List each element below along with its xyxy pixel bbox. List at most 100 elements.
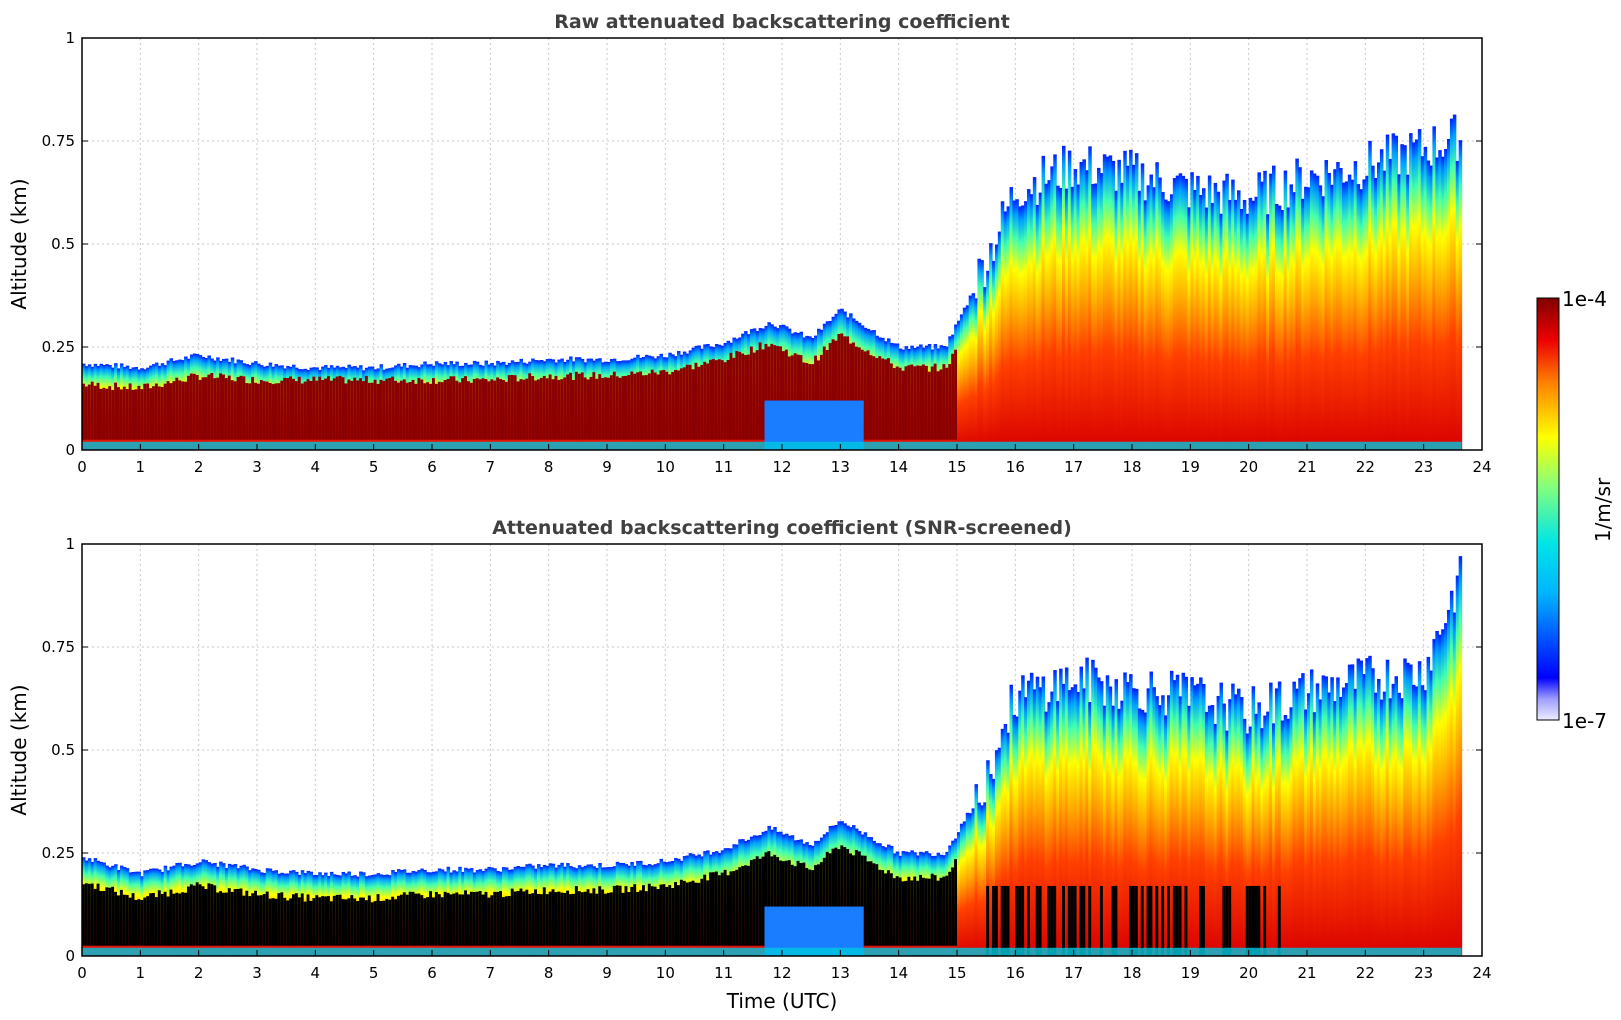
dense-layer xyxy=(609,375,614,440)
profile-column xyxy=(1327,692,1331,956)
dense-layer xyxy=(429,891,433,946)
profile-column xyxy=(1167,695,1171,956)
dense-layer xyxy=(612,885,617,946)
masked-region xyxy=(1015,885,1019,956)
profile-column xyxy=(1009,684,1014,956)
masked-region xyxy=(1021,885,1025,956)
dense-layer xyxy=(665,371,669,440)
profile-column xyxy=(1283,170,1288,450)
dense-layer xyxy=(207,374,211,440)
dense-layer xyxy=(192,373,197,440)
profile-column xyxy=(1169,670,1174,956)
profile-column xyxy=(1455,575,1460,956)
dense-layer xyxy=(889,873,894,946)
profile-column xyxy=(1315,175,1320,450)
dense-layer xyxy=(639,371,643,440)
profile-column xyxy=(1455,160,1460,450)
profile-column xyxy=(1210,202,1215,450)
dense-layer xyxy=(388,377,392,440)
profile-column xyxy=(1070,186,1075,450)
profile-column xyxy=(1149,174,1154,450)
dense-layer xyxy=(178,893,182,946)
dense-layer xyxy=(557,379,561,440)
profile-column xyxy=(1199,195,1203,450)
dense-layer xyxy=(945,367,949,440)
dense-layer xyxy=(682,367,687,440)
dense-layer xyxy=(207,883,211,946)
dense-layer xyxy=(286,900,290,946)
dense-layer xyxy=(257,383,261,440)
profile-column xyxy=(1021,205,1025,450)
profile-column xyxy=(1047,702,1051,956)
profile-column xyxy=(989,774,993,956)
profile-column xyxy=(1394,676,1399,956)
profile-column xyxy=(1219,213,1224,450)
dense-layer xyxy=(735,351,739,440)
dense-layer xyxy=(933,363,938,440)
dense-layer xyxy=(440,897,445,946)
profile-column xyxy=(1003,211,1008,450)
profile-column xyxy=(1447,138,1451,450)
profile-column xyxy=(1382,170,1387,450)
dense-layer xyxy=(647,373,652,440)
x-tick-label: 0 xyxy=(77,458,87,476)
dense-layer xyxy=(341,899,346,946)
dense-layer xyxy=(723,869,728,946)
dense-layer xyxy=(726,875,731,946)
profile-column xyxy=(1076,691,1081,956)
dense-layer xyxy=(779,346,783,440)
dense-layer xyxy=(913,366,917,440)
dense-layer xyxy=(423,383,427,440)
x-tick-label: 18 xyxy=(1122,964,1141,982)
profile-column xyxy=(1327,172,1331,450)
dense-layer xyxy=(364,900,369,946)
profile-column xyxy=(1102,705,1107,956)
dense-layer xyxy=(787,356,792,440)
dense-layer xyxy=(90,381,95,440)
dense-layer xyxy=(595,893,599,946)
dense-layer xyxy=(472,378,477,440)
profile-column xyxy=(1309,669,1314,956)
dense-layer xyxy=(790,355,795,440)
dense-layer xyxy=(534,380,538,440)
profile-column xyxy=(1099,173,1104,450)
dense-layer xyxy=(324,378,328,440)
profile-column xyxy=(1064,188,1069,450)
dense-layer xyxy=(391,896,395,946)
dense-layer xyxy=(242,895,246,946)
dense-layer xyxy=(840,333,844,440)
profile-column xyxy=(1286,207,1291,450)
dense-layer xyxy=(303,381,308,440)
profile-column xyxy=(1301,673,1305,956)
colorbar-label: 1/m/sr xyxy=(1591,477,1615,542)
profile-column xyxy=(1344,683,1349,956)
dense-layer xyxy=(195,882,200,946)
dense-layer xyxy=(697,882,701,946)
dense-layer xyxy=(204,889,209,946)
dense-layer xyxy=(566,374,570,440)
dense-layer xyxy=(131,893,136,946)
profile-column xyxy=(971,293,976,450)
profile-column xyxy=(1356,658,1361,956)
dense-layer xyxy=(822,857,827,946)
y-tick-label: 1 xyxy=(65,535,75,553)
x-tick-label: 20 xyxy=(1239,458,1258,476)
dense-layer xyxy=(817,864,821,946)
profile-column xyxy=(1385,134,1390,450)
dense-layer xyxy=(933,875,938,946)
dense-layer xyxy=(143,897,147,946)
dense-layer xyxy=(490,895,494,946)
dense-layer xyxy=(411,379,416,440)
dense-layer xyxy=(443,891,448,946)
dense-layer xyxy=(499,379,503,440)
profile-column xyxy=(1164,199,1168,450)
profile-column xyxy=(1359,189,1364,450)
profile-column xyxy=(1047,180,1051,450)
dense-layer xyxy=(849,343,853,440)
profile-column xyxy=(1391,133,1396,450)
profile-column xyxy=(1097,677,1101,956)
dense-layer xyxy=(601,889,605,946)
dense-layer xyxy=(356,380,360,440)
y-tick-label: 0.75 xyxy=(42,638,75,656)
profile-column xyxy=(1137,190,1142,450)
